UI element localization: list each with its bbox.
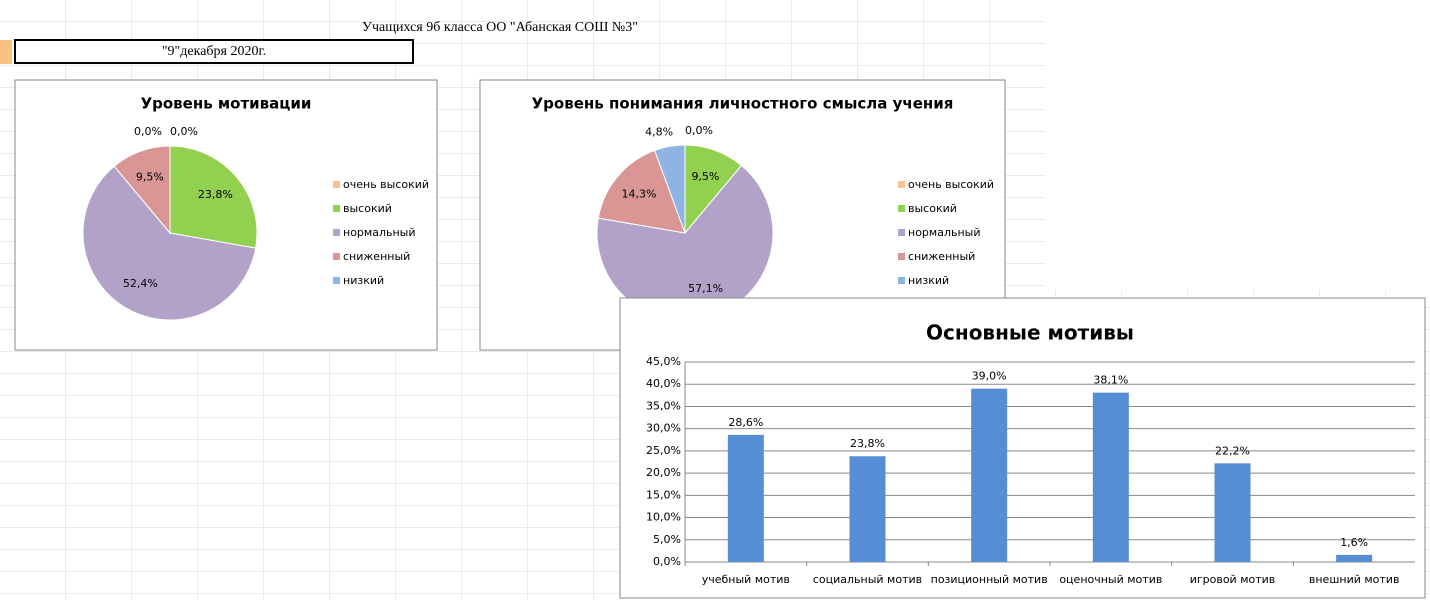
data-label: 52,4% xyxy=(123,277,158,290)
bar xyxy=(849,456,886,562)
y-tick-label: 10,0% xyxy=(646,511,681,524)
x-tick-label: оценочный мотив xyxy=(1059,573,1162,586)
data-label: 22,2% xyxy=(1215,444,1250,457)
charts: Уровень мотивации 0,0% очень высокий 23,8% в… xyxy=(14,79,1426,599)
legend-label: очень высокий xyxy=(343,178,429,191)
data-label: 1,6% xyxy=(1340,536,1368,549)
y-tick-label: 20,0% xyxy=(646,466,681,479)
data-label: 9,5% xyxy=(136,170,164,183)
bar xyxy=(1336,554,1373,562)
y-tick-label: 45,0% xyxy=(646,355,681,368)
y-tick-label: 0,0% xyxy=(653,555,681,568)
chart-title: Основные мотивы xyxy=(926,321,1134,345)
chart-title: Уровень понимания личностного смысла уче… xyxy=(532,95,954,113)
bar xyxy=(727,434,764,562)
legend-label: нормальный xyxy=(908,226,980,239)
legend-swatch xyxy=(333,253,340,260)
legend-swatch xyxy=(898,253,905,260)
y-tick-label: 35,0% xyxy=(646,399,681,412)
pie-slice xyxy=(82,165,257,321)
bar xyxy=(971,388,1008,562)
legend-label: низкий xyxy=(908,274,949,287)
data-label: 57,1% xyxy=(688,282,723,295)
data-label: 38,1% xyxy=(1093,374,1128,387)
x-tick-label: внешний мотив xyxy=(1309,573,1400,586)
data-label: 0,0% xyxy=(134,125,162,138)
legend-swatch xyxy=(333,277,340,284)
data-label: 9,5% xyxy=(691,170,719,183)
legend-swatch xyxy=(333,181,340,188)
x-tick-label: позиционный мотив xyxy=(931,573,1048,586)
y-tick-label: 40,0% xyxy=(646,377,681,390)
x-tick-label: игровой мотив xyxy=(1190,573,1276,586)
legend-swatch xyxy=(898,181,905,188)
bar xyxy=(1214,463,1251,562)
pie-slice xyxy=(654,144,686,234)
legend-swatch xyxy=(333,205,340,212)
y-tick-label: 5,0% xyxy=(653,533,681,546)
legend-swatch xyxy=(333,229,340,236)
y-tick-label: 15,0% xyxy=(646,488,681,501)
selected-cell[interactable] xyxy=(14,39,414,64)
data-label: 0,0% xyxy=(170,125,198,138)
data-label: 23,8% xyxy=(198,188,233,201)
legend-label: нормальный xyxy=(343,226,415,239)
pie-slice xyxy=(597,149,686,234)
x-tick-label: учебный мотив xyxy=(702,573,790,586)
data-label: 39,0% xyxy=(972,370,1007,383)
pie-slice xyxy=(169,145,258,249)
sheet-subtitle: Учащихся 9б класса ОО "Абанская СОШ №3" xyxy=(362,20,638,35)
legend-label: сниженный xyxy=(343,250,410,263)
legend-label: высокий xyxy=(343,202,392,215)
legend-label: высокий xyxy=(908,202,957,215)
data-label: 0,0% xyxy=(685,124,713,137)
legend-swatch xyxy=(898,229,905,236)
legend-label: очень высокий xyxy=(908,178,994,191)
data-label: 14,3% xyxy=(622,188,657,201)
y-tick-label: 25,0% xyxy=(646,444,681,457)
legend-label: сниженный xyxy=(908,250,975,263)
y-tick-label: 30,0% xyxy=(646,422,681,435)
legend-swatch xyxy=(898,277,905,284)
chart-title: Уровень мотивации xyxy=(141,95,312,113)
legend-label: низкий xyxy=(343,274,384,287)
bar xyxy=(1092,392,1129,562)
sheet-date: "9"декабря 2020г. xyxy=(162,44,266,59)
legend-swatch xyxy=(898,205,905,212)
x-tick-label: социальный мотив xyxy=(813,573,922,586)
data-label: 4,8% xyxy=(645,126,673,139)
data-label: 23,8% xyxy=(850,437,885,450)
row-header xyxy=(0,40,12,64)
data-label: 28,6% xyxy=(728,416,763,429)
